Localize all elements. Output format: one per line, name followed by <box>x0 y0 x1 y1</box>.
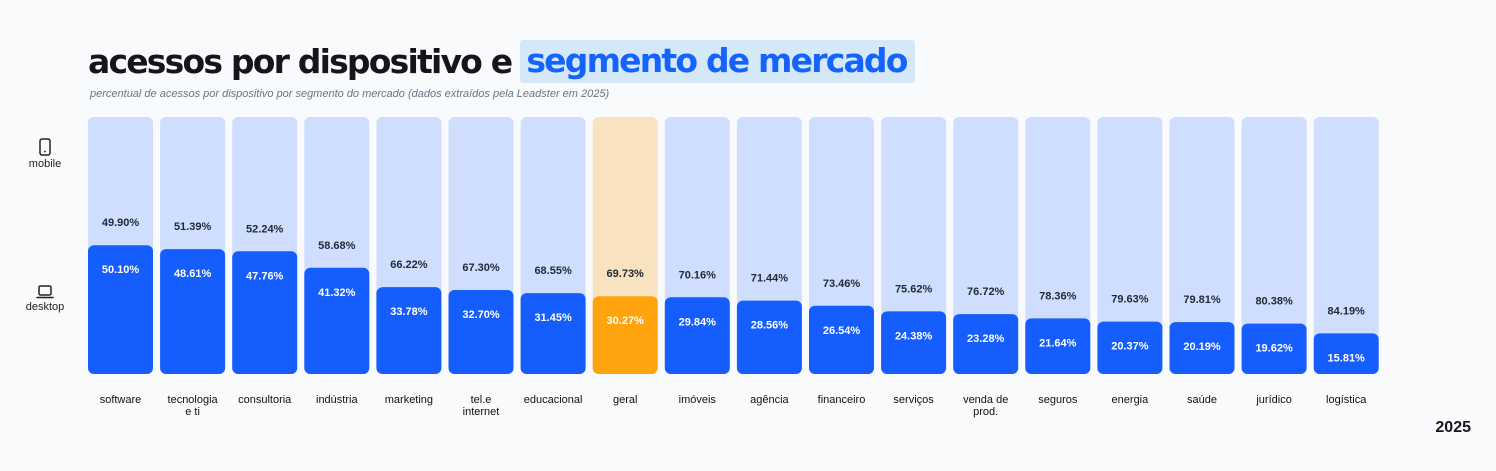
bar-mobile <box>881 117 947 374</box>
mobile-value-label: 58.68% <box>318 240 356 252</box>
bar-mobile <box>1097 117 1163 374</box>
bar-mobile <box>1313 117 1379 374</box>
desktop-value-label: 23.28% <box>967 333 1005 345</box>
category-label: energia <box>1112 394 1150 406</box>
category-label: agência <box>750 394 789 406</box>
mobile-value-label: 80.38% <box>1255 296 1293 308</box>
bar-mobile <box>1241 117 1307 374</box>
category-label: financeiro <box>818 394 866 406</box>
smartphone-icon <box>39 138 51 156</box>
mobile-value-label: 52.24% <box>246 223 284 235</box>
legend-mobile-label: mobile <box>28 158 62 170</box>
category-label: saúde <box>1187 394 1217 406</box>
desktop-value-label: 29.84% <box>679 316 717 328</box>
desktop-value-label: 28.56% <box>751 320 789 332</box>
bar-desktop <box>592 296 658 374</box>
desktop-value-label: 32.70% <box>462 309 500 321</box>
desktop-value-label: 20.37% <box>1111 341 1149 353</box>
mobile-value-label: 49.90% <box>102 217 140 229</box>
bar-desktop <box>520 293 586 374</box>
page-title: acessos por dispositivo e segmento de me… <box>88 40 915 83</box>
mobile-value-label: 71.44% <box>751 273 789 285</box>
year-label: 2025 <box>1435 419 1471 436</box>
title-highlight: segmento de mercado <box>520 40 915 83</box>
bar-desktop <box>1313 333 1379 374</box>
bar-desktop <box>736 300 802 374</box>
bar-desktop <box>1169 322 1235 374</box>
category-label: software <box>100 394 142 406</box>
mobile-value-label: 73.46% <box>823 278 861 290</box>
category-label: imóveis <box>679 394 717 406</box>
mobile-value-label: 75.62% <box>895 283 933 295</box>
desktop-value-label: 41.32% <box>318 287 356 299</box>
desktop-value-label: 47.76% <box>246 270 284 282</box>
bar-desktop <box>1025 318 1091 374</box>
mobile-value-label: 79.63% <box>1111 294 1149 306</box>
mobile-value-label: 76.72% <box>967 286 1005 298</box>
bar-desktop <box>1241 323 1307 374</box>
mobile-value-label: 70.16% <box>679 269 717 281</box>
desktop-value-label: 48.61% <box>174 268 212 280</box>
category-label: tel.e internet <box>463 394 500 418</box>
mobile-value-label: 51.39% <box>174 221 212 233</box>
category-label: seguros <box>1038 394 1078 406</box>
bar-mobile <box>953 117 1019 374</box>
bar-desktop <box>664 297 730 374</box>
bar-desktop <box>881 311 947 374</box>
bar-desktop <box>953 314 1019 374</box>
desktop-value-label: 26.54% <box>823 325 861 337</box>
mobile-value-label: 66.22% <box>390 259 428 271</box>
bar-desktop <box>1097 321 1163 374</box>
mobile-value-label: 79.81% <box>1183 294 1221 306</box>
category-label: venda de prod. <box>963 394 1008 418</box>
bar-mobile <box>1169 117 1235 374</box>
bar-desktop <box>232 251 298 374</box>
desktop-value-label: 24.38% <box>895 330 933 342</box>
mobile-value-label: 78.36% <box>1039 290 1077 302</box>
bar-desktop <box>809 305 874 374</box>
desktop-value-label: 31.45% <box>534 312 572 324</box>
bar-desktop <box>448 289 514 374</box>
legend-mobile: mobile <box>14 138 76 170</box>
bar-desktop <box>88 245 153 374</box>
category-label: tecnologia e ti <box>168 394 219 418</box>
desktop-value-label: 33.78% <box>390 306 428 318</box>
bar-desktop <box>304 267 370 374</box>
mobile-value-label: 67.30% <box>462 262 500 274</box>
category-label: marketing <box>385 394 433 406</box>
legend-desktop: desktop <box>14 285 76 313</box>
desktop-value-label: 20.19% <box>1183 341 1221 353</box>
category-label: jurídico <box>1255 394 1291 406</box>
category-label: consultoria <box>238 394 292 406</box>
title-main: acessos por dispositivo e <box>88 42 513 81</box>
desktop-value-label: 21.64% <box>1039 337 1077 349</box>
bar-desktop <box>160 249 226 374</box>
bar-desktop <box>376 287 442 374</box>
category-label: serviços <box>893 394 934 406</box>
desktop-value-label: 19.62% <box>1255 343 1293 355</box>
category-label: logística <box>1326 394 1367 406</box>
category-label: geral <box>613 394 637 406</box>
desktop-value-label: 15.81% <box>1328 352 1366 364</box>
bar-mobile <box>1025 117 1091 374</box>
legend-desktop-label: desktop <box>25 301 65 313</box>
laptop-icon <box>36 285 54 299</box>
mobile-value-label: 68.55% <box>534 265 572 277</box>
mobile-value-label: 84.19% <box>1328 305 1366 317</box>
page-subtitle: percentual de acessos por dispositivo po… <box>90 88 610 100</box>
category-label: educacional <box>524 394 583 406</box>
mobile-value-label: 69.73% <box>607 268 645 280</box>
desktop-value-label: 30.27% <box>607 315 645 327</box>
desktop-value-label: 50.10% <box>102 264 140 276</box>
category-label: indústria <box>316 394 358 406</box>
